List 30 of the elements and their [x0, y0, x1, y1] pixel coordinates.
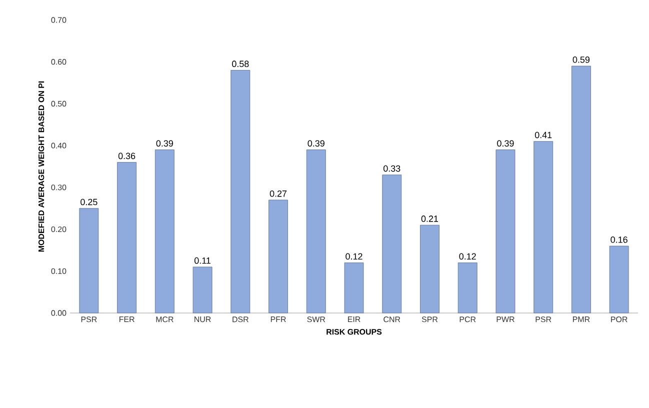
bar	[79, 208, 99, 314]
bar	[192, 266, 212, 314]
data-label: 0.11	[194, 257, 210, 264]
data-label: 0.12	[459, 253, 476, 260]
bar	[534, 141, 554, 314]
data-label: 0.39	[308, 140, 324, 147]
data-label: 0.27	[270, 190, 287, 197]
bar	[496, 150, 516, 314]
bar	[268, 200, 288, 314]
bar	[306, 150, 326, 314]
data-label: 0.21	[421, 216, 438, 222]
data-label: 0.41	[534, 132, 552, 138]
data-label: 0.33	[383, 165, 400, 172]
bar	[572, 66, 591, 314]
data-label: 0.25	[80, 198, 98, 206]
data-label: 0.12	[346, 253, 362, 260]
bar	[154, 150, 174, 314]
bar	[382, 174, 402, 314]
bar	[117, 162, 136, 314]
data-label: 0.59	[572, 56, 590, 63]
bar	[458, 262, 478, 314]
data-label: 0.39	[497, 140, 514, 147]
bar	[230, 70, 250, 314]
bar	[609, 246, 629, 314]
data-label: 0.16	[610, 236, 628, 243]
bar	[420, 224, 440, 314]
bar	[344, 262, 364, 314]
data-label: 0.36	[118, 152, 136, 160]
data-label: 0.58	[232, 60, 249, 68]
data-label: 0.39	[156, 140, 173, 147]
